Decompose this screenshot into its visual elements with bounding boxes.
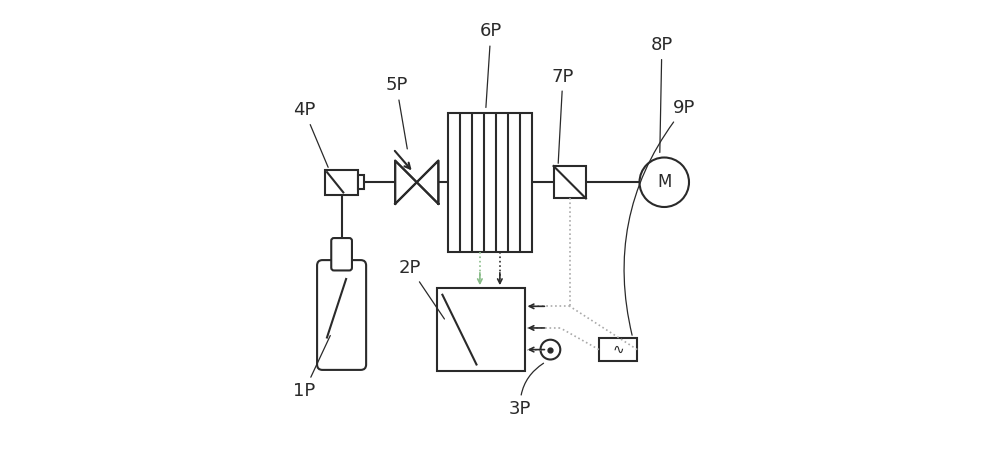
Bar bbox=[358, 175, 364, 189]
Text: 1P: 1P bbox=[293, 336, 330, 400]
Text: 4P: 4P bbox=[293, 101, 328, 167]
Polygon shape bbox=[395, 161, 417, 204]
Bar bbox=[599, 338, 637, 361]
FancyBboxPatch shape bbox=[331, 238, 352, 270]
Text: 3P: 3P bbox=[509, 363, 544, 419]
Bar bbox=[554, 166, 586, 198]
Text: 6P: 6P bbox=[480, 22, 502, 108]
Text: 7P: 7P bbox=[552, 68, 574, 163]
Bar bbox=[325, 170, 358, 194]
Bar bbox=[448, 112, 532, 252]
Polygon shape bbox=[417, 161, 438, 204]
Text: 5P: 5P bbox=[385, 76, 408, 149]
Text: 8P: 8P bbox=[651, 36, 673, 153]
Text: 2P: 2P bbox=[399, 259, 444, 319]
Circle shape bbox=[640, 158, 689, 207]
Circle shape bbox=[540, 340, 560, 360]
Text: 9P: 9P bbox=[624, 99, 696, 335]
Text: M: M bbox=[657, 173, 671, 191]
FancyBboxPatch shape bbox=[317, 260, 366, 370]
Bar bbox=[437, 288, 525, 371]
Text: ∿: ∿ bbox=[612, 342, 624, 356]
